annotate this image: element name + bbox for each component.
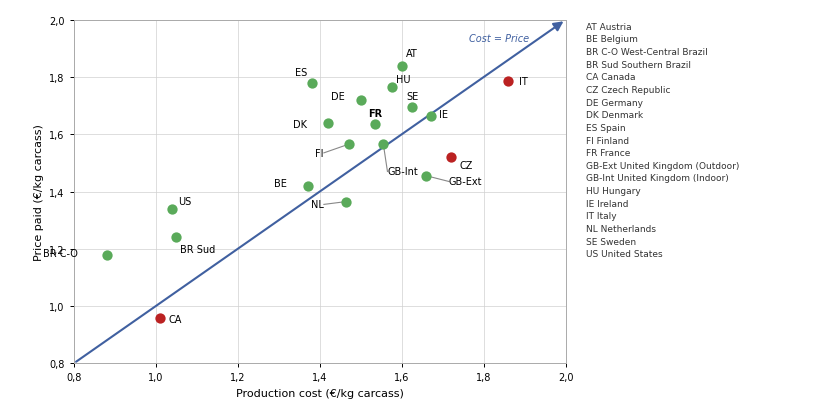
Point (305, 80, 318, 87)
Point (405, 104, 419, 111)
Point (385, 85, 398, 91)
Point (321, 120, 334, 127)
Text: ES: ES (295, 68, 307, 78)
Text: AT: AT (405, 49, 417, 59)
Text: CA: CA (168, 314, 181, 324)
Text: SE: SE (405, 92, 418, 102)
Point (376, 142, 390, 148)
Text: US: US (178, 196, 192, 206)
Text: DK: DK (293, 120, 307, 130)
Text: BE: BE (274, 178, 287, 188)
Text: IT: IT (518, 77, 527, 87)
Point (501, 79, 514, 85)
Point (301, 183, 314, 190)
Point (423, 113, 437, 120)
Point (340, 199, 353, 205)
Point (395, 63, 408, 70)
Point (153, 314, 166, 321)
Point (369, 121, 382, 128)
Point (170, 235, 183, 241)
Text: DE: DE (330, 91, 344, 101)
Text: FR: FR (368, 109, 382, 119)
Point (354, 97, 367, 104)
Text: IE: IE (438, 110, 447, 120)
Text: BR C-O: BR C-O (43, 249, 78, 259)
Text: HU: HU (396, 75, 410, 85)
Point (342, 142, 355, 148)
Text: FI: FI (315, 149, 324, 159)
Text: NL: NL (310, 200, 324, 210)
Point (165, 206, 179, 212)
Point (444, 154, 457, 161)
Y-axis label: Price paid (€/kg carcass): Price paid (€/kg carcass) (34, 124, 43, 260)
Text: AT Austria
BE Belgium
BR C-O West-Central Brazil
BR Sud Southern Brazil
CA Canad: AT Austria BE Belgium BR C-O West-Centra… (586, 23, 739, 259)
Text: BR Sud: BR Sud (180, 245, 215, 255)
Text: CZ: CZ (459, 161, 472, 171)
Point (419, 173, 432, 180)
X-axis label: Production cost (€/kg carcass): Production cost (€/kg carcass) (236, 388, 403, 398)
Point (100, 252, 113, 258)
Text: Cost = Price: Cost = Price (468, 33, 528, 43)
Text: GB-Ext: GB-Ext (449, 177, 482, 187)
Text: GB-Int: GB-Int (387, 167, 418, 177)
